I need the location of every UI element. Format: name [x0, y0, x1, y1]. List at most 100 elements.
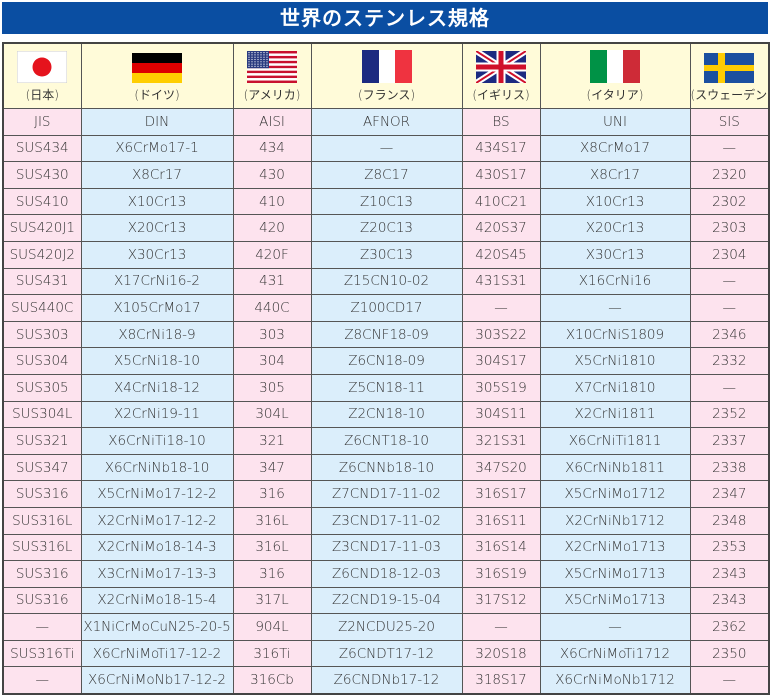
usa-flag-icon — [247, 51, 297, 83]
cell-afnor: Z6CNDT17-12 — [310, 639, 463, 668]
germany-flag-icon — [132, 53, 182, 83]
country-germany: (ドイツ) — [80, 42, 234, 109]
cell-uni: X5CrNiMo1713 — [539, 586, 691, 615]
cell-bs: 434S17 — [461, 134, 541, 163]
cell-bs: 316S17 — [461, 480, 541, 508]
cell-bs: 316S19 — [461, 560, 541, 588]
standard-header-row: JIS DIN AISI AFNOR BS UNI SIS — [2, 108, 770, 136]
cell-din: X6CrNiNb18-10 — [80, 453, 234, 482]
cell-aisi: 347 — [232, 453, 312, 482]
cell-uni: — — [539, 294, 691, 322]
cell-jis: SUS410 — [2, 187, 82, 216]
cell-din: X8Cr17 — [80, 161, 234, 189]
cell-din: X5CrNi18-10 — [80, 347, 234, 375]
table-row: SUS316 X2CrNiMo18-15-4 317L Z2CND19-15-04 31… — [2, 586, 770, 615]
uk-flag-icon — [476, 51, 526, 83]
cell-afnor: Z6CNDNb17-12 — [310, 666, 463, 695]
cell-sis: 2320 — [689, 161, 770, 189]
table-row: SUS321 X6CrNiTi18-10 321 Z6CNT18-10 321S31 X6… — [2, 427, 770, 455]
table-row: SUS316L X2CrNiMo17-12-2 316L Z3CND17-11-02 3… — [2, 506, 770, 535]
cell-jis: SUS347 — [2, 453, 82, 482]
cell-jis: SUS440C — [2, 294, 82, 322]
table-row: SUS420J1 X20Cr13 420 Z20C13 420S37 X20Cr13 230… — [2, 214, 770, 242]
cell-aisi: 440C — [232, 294, 312, 322]
table-row: SUS440C X105CrMo17 440C Z100CD17— — — — [2, 294, 770, 322]
country-label: (イタリア) — [586, 88, 644, 102]
header-aisi: AISI — [232, 108, 312, 136]
cell-sis: 2348 — [689, 506, 770, 535]
page-title: 世界のステンレス規格 — [2, 2, 768, 34]
france-flag-icon — [361, 50, 412, 83]
cell-jis: SUS316L — [2, 533, 82, 562]
country-usa: (アメリカ) — [232, 42, 312, 109]
cell-jis: SUS321 — [2, 427, 82, 455]
cell-afnor: Z3CND17-11-03 — [310, 533, 463, 562]
cell-uni: X10CrNiS1809 — [539, 320, 691, 349]
cell-afnor: Z3CND17-11-02 — [310, 506, 463, 535]
cell-sis: 2337 — [689, 427, 770, 455]
table-row: SUS410 X10Cr13 410 Z10C13 410C21 X10Cr13 2302 — [2, 187, 770, 216]
cell-jis: SUS431 — [2, 267, 82, 296]
cell-jis: SUS305 — [2, 373, 82, 402]
cell-jis: SUS316 — [2, 560, 82, 588]
table-row: SUS316 X3CrNiMo17-13-3 316 Z6CND18-12-03 316… — [2, 560, 770, 588]
country-label: (フランス) — [357, 88, 416, 102]
cell-jis: — — [2, 666, 82, 695]
country-france: (フランス) — [310, 42, 463, 109]
cell-aisi: 316L — [232, 506, 312, 535]
cell-sis: 2302 — [689, 187, 770, 216]
cell-bs: 321S31 — [461, 427, 541, 455]
cell-bs: 347S20 — [461, 453, 541, 482]
cell-uni: X8Cr17 — [539, 161, 691, 189]
cell-bs: 430S17 — [461, 161, 541, 189]
country-italy: (イタリア) — [539, 42, 691, 109]
country-label: (日本) — [25, 88, 59, 102]
cell-din: X6CrNiMoTi17-12-2 — [80, 639, 234, 668]
cell-jis: SUS420J2 — [2, 240, 82, 269]
cell-uni: X6CrNiTi1811 — [539, 427, 691, 455]
cell-din: X105CrMo17 — [80, 294, 234, 322]
cell-bs: 318S17 — [461, 666, 541, 695]
cell-sis: 2303 — [689, 214, 770, 242]
country-uk: (イギリス) — [461, 42, 541, 109]
table-row: SUS304L X2CrNi19-11 304L Z2CN18-10 304S11 X2C… — [2, 400, 770, 429]
header-afnor: AFNOR — [310, 108, 463, 136]
cell-din: X4CrNi18-12 — [80, 373, 234, 402]
country-japan: (日本) — [2, 42, 82, 109]
cell-jis: SUS420J1 — [2, 214, 82, 242]
cell-bs: 316S11 — [461, 506, 541, 535]
header-sis: SIS — [689, 108, 770, 136]
cell-afnor: Z2NCDU25-20 — [310, 613, 463, 641]
cell-din: X2CrNiMo18-14-3 — [80, 533, 234, 562]
cell-jis: SUS316Ti — [2, 639, 82, 668]
cell-bs: 304S17 — [461, 347, 541, 375]
cell-uni: X2CrNiNb1712 — [539, 506, 691, 535]
cell-afnor: Z2CND19-15-04 — [310, 586, 463, 615]
cell-din: X20Cr13 — [80, 214, 234, 242]
cell-jis: SUS430 — [2, 161, 82, 189]
cell-sis: — — [689, 666, 770, 695]
cell-uni: X16CrNi16 — [539, 267, 691, 296]
cell-aisi: 420F — [232, 240, 312, 269]
cell-din: X8CrNi18-9 — [80, 320, 234, 349]
table-row: SUS431 X17CrNi16-2 431 Z15CN10-02 431S31 X16C… — [2, 267, 770, 296]
header-din: DIN — [80, 108, 234, 136]
cell-jis: SUS316L — [2, 506, 82, 535]
cell-uni: X6CrNiNb1811 — [539, 453, 691, 482]
table-row: SUS316Ti X6CrNiMoTi17-12-2 316Ti Z6CNDT17-1… — [2, 639, 770, 668]
cell-din: X3CrNiMo17-13-3 — [80, 560, 234, 588]
cell-aisi: 316Cb — [232, 666, 312, 695]
cell-bs: 316S14 — [461, 533, 541, 562]
table-row: — X6CrNiMoNb17-12-2 316Cb Z6CNDNb17-12 318S1… — [2, 666, 770, 695]
cell-uni: X5CrNiMo1712 — [539, 480, 691, 508]
cell-aisi: 316 — [232, 560, 312, 588]
cell-sis: — — [689, 134, 770, 163]
cell-sis: 2338 — [689, 453, 770, 482]
cell-sis: 2352 — [689, 400, 770, 429]
cell-uni: X30Cr13 — [539, 240, 691, 269]
country-label: (イギリス) — [472, 88, 530, 102]
italy-flag-icon — [590, 50, 640, 83]
cell-aisi: 316L — [232, 533, 312, 562]
cell-uni: X2CrNiMo1713 — [539, 533, 691, 562]
cell-din: X5CrNiMo17-12-2 — [80, 480, 234, 508]
